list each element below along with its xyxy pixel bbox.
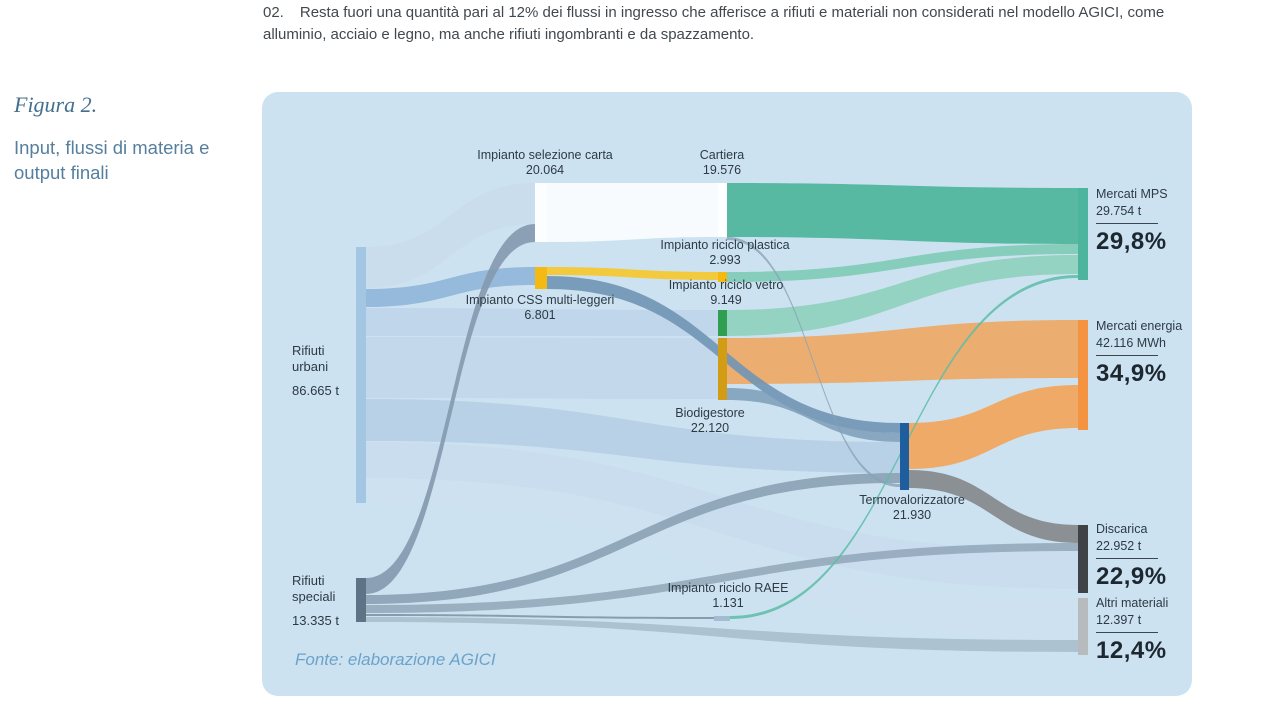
flow-rifiuti_urbani-to-biodigestore	[366, 337, 718, 399]
node-label-mercati-energia: Mercati energia 42.116 MWh 34,9%	[1096, 318, 1182, 390]
node-mercati_energia	[1078, 320, 1088, 430]
divider	[1096, 223, 1158, 224]
figure-note: 02. Resta fuori una quantità pari al 12% …	[263, 2, 1168, 46]
flow-rifiuti_speciali-to-discarica	[366, 543, 1078, 613]
flow-rifiuti_urbani-to-selezione_carta	[366, 183, 535, 288]
sankey-canvas	[356, 183, 1088, 655]
node-value: 13.335 t	[292, 612, 339, 628]
node-name: Cartiera	[699, 148, 745, 162]
node-percent: 34,9%	[1096, 360, 1167, 387]
node-plastica	[718, 272, 727, 282]
node-name: Impianto riciclo plastica	[660, 238, 790, 252]
node-name: Impianto selezione carta	[477, 148, 613, 162]
node-selezione_carta	[535, 183, 547, 242]
node-name: Discarica	[1096, 522, 1148, 536]
node-value: 86.665 t	[292, 382, 339, 398]
flow-css-to-plastica	[547, 267, 718, 280]
node-name: Termovalorizzatore	[859, 493, 965, 507]
node-value: 29.754 t	[1096, 203, 1142, 218]
node-name: Mercati MPS	[1096, 187, 1168, 201]
node-value: 42.116 MWh	[1096, 335, 1166, 350]
divider	[1096, 355, 1158, 356]
source-note: Fonte: elaborazione AGICI	[295, 650, 496, 669]
node-name: Altri materiali	[1096, 596, 1169, 610]
flow-cartiera-to-termovalorizzatore	[727, 237, 900, 487]
node-name: Impianto riciclo vetro	[668, 278, 784, 292]
node-label-rifiuti-urbani: Rifiuti urbani 86.665 t	[292, 343, 354, 399]
node-name: Mercati energia	[1096, 319, 1183, 333]
flow-rifiuti_speciali-to-raee	[366, 614, 714, 619]
flow-termovalorizzatore-to-discarica	[909, 470, 1078, 543]
flow-rifiuti_urbani-to-vetro	[366, 308, 718, 336]
node-value: 9.149	[710, 293, 742, 307]
node-value: 1.131	[712, 596, 744, 610]
node-rifiuti_urbani	[356, 247, 366, 503]
node-label-plastica: Impianto riciclo plastica 2.993	[660, 238, 789, 268]
flow-selezione_carta-to-cartiera	[547, 183, 718, 242]
node-vetro	[718, 310, 727, 336]
node-percent: 12,4%	[1096, 637, 1167, 664]
node-biodigestore	[718, 338, 727, 400]
sankey-diagram: Rifiuti urbani 86.665 t Rifiuti speciali…	[262, 92, 1192, 696]
flow-rifiuti_speciali-to-selezione_carta	[366, 224, 535, 594]
flow-vetro-to-mercati_mps	[727, 255, 1078, 336]
node-cartiera	[718, 183, 727, 237]
flow-rifiuti_urbani-to-termovalorizzatore	[366, 399, 900, 473]
node-label-selezione-carta: Impianto selezione carta 20.064	[477, 148, 613, 178]
node-percent: 22,9%	[1096, 563, 1167, 590]
node-label-discarica: Discarica 22.952 t 22,9%	[1096, 521, 1167, 593]
note-text: Resta fuori una quantità pari al 12% dei…	[263, 4, 1165, 43]
node-css	[535, 267, 547, 289]
node-value: 6.801	[524, 308, 556, 322]
node-label-altri-materiali: Altri materiali 12.397 t 12,4%	[1096, 595, 1168, 667]
flow-biodigestore-to-termovalorizzatore	[727, 388, 900, 442]
figure-title: Input, flussi di materia e output finali	[14, 137, 210, 183]
flow-plastica-to-mercati_mps	[727, 244, 1078, 282]
node-name: Rifiuti speciali	[292, 573, 336, 605]
node-percent: 29,8%	[1096, 228, 1167, 255]
node-label-rifiuti-speciali: Rifiuti speciali 13.335 t	[292, 573, 354, 629]
node-value: 20.064	[525, 163, 565, 177]
figure-label: Figura 2.	[14, 92, 98, 117]
node-termovalorizzatore	[900, 423, 909, 490]
node-value: 22.952 t	[1096, 538, 1142, 553]
flow-biodigestore-to-mercati_energia	[727, 320, 1078, 384]
flow-termovalorizzatore-to-mercati_energia	[909, 385, 1078, 469]
node-altri_materiali	[1078, 598, 1088, 655]
note-number: 02.	[263, 4, 284, 21]
node-mercati_mps	[1078, 188, 1088, 280]
node-discarica	[1078, 525, 1088, 593]
node-label-raee: Impianto riciclo RAEE 1.131	[668, 581, 789, 611]
node-value: 22.120	[690, 421, 730, 435]
divider	[1096, 558, 1158, 559]
flow-rifiuti_speciali-to-altri_materiali	[366, 617, 1078, 652]
node-rifiuti_speciali	[356, 578, 366, 622]
divider	[1096, 632, 1158, 633]
node-label-vetro: Impianto riciclo vetro 9.149	[669, 278, 784, 308]
node-name: Impianto riciclo RAEE	[667, 581, 789, 595]
node-name: Impianto CSS multi-leggeri	[465, 293, 615, 307]
figure-caption: Figura 2. Input, flussi di materia e out…	[14, 92, 239, 186]
node-value: 19.576	[702, 163, 742, 177]
node-value: 21.930	[892, 508, 932, 522]
node-name: Rifiuti urbani	[292, 343, 329, 375]
flow-rifiuti_urbani-to-altri_materiali	[366, 479, 1078, 640]
node-name: Biodigestore	[675, 406, 745, 420]
node-raee	[714, 616, 730, 621]
node-label-css: Impianto CSS multi-leggeri 6.801	[466, 293, 615, 323]
flow-rifiuti_speciali-to-termovalorizzatore	[366, 473, 900, 604]
flow-cartiera-to-mercati_mps	[727, 183, 1078, 244]
node-value: 2.993	[709, 253, 741, 267]
node-label-cartiera: Cartiera 19.576	[700, 148, 744, 178]
node-value: 12.397 t	[1096, 612, 1142, 627]
node-label-mercati-mps: Mercati MPS 29.754 t 29,8%	[1096, 186, 1168, 258]
node-label-termovalorizzatore: Termovalorizzatore 21.930	[859, 493, 965, 523]
node-label-biodigestore: Biodigestore 22.120	[675, 406, 745, 436]
